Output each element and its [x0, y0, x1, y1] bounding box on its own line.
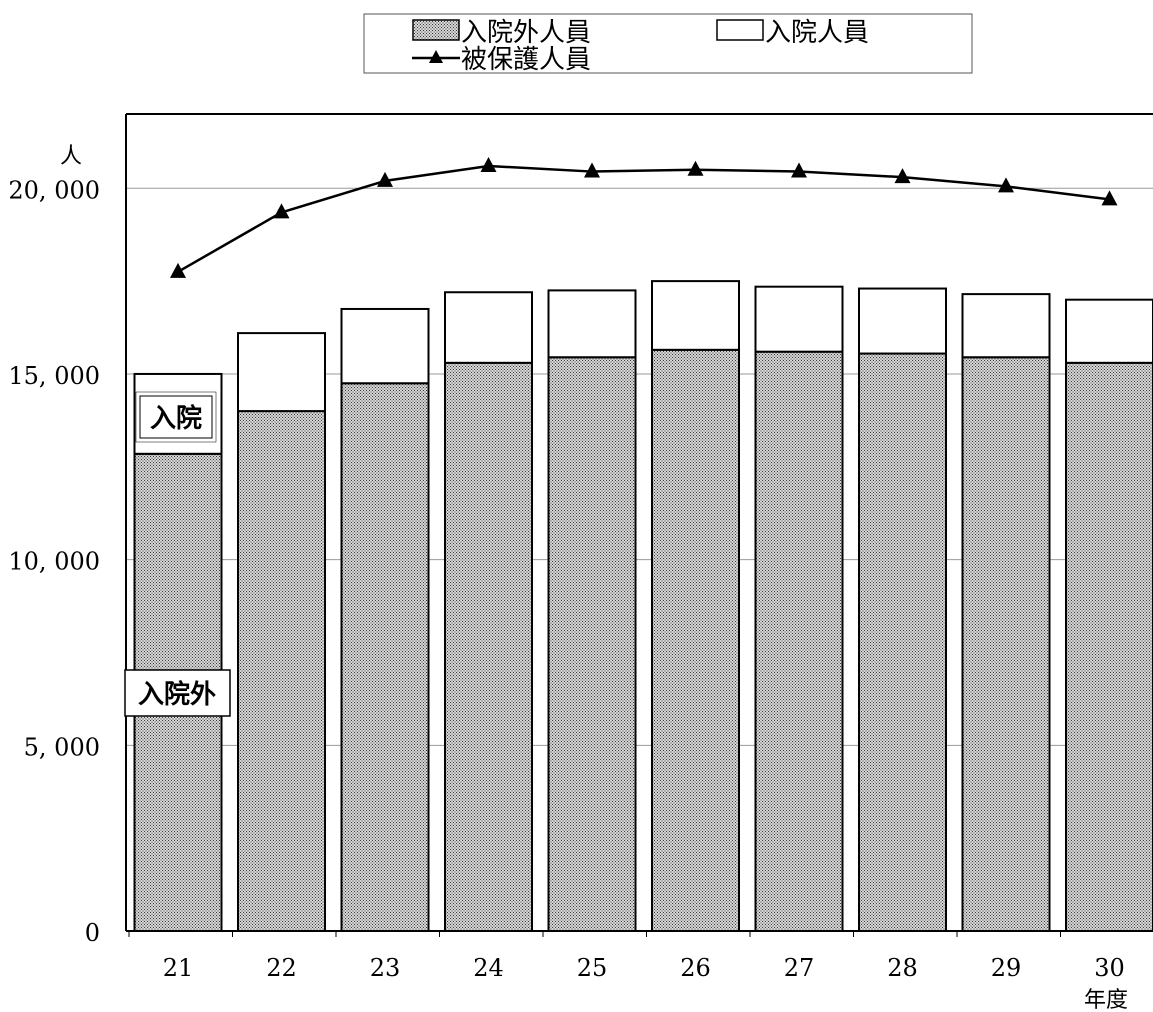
x-tick-label: 27	[784, 954, 815, 982]
annotation-inpatient: 入院	[135, 391, 217, 443]
x-tick-label: 28	[887, 954, 918, 982]
x-tick-label: 24	[473, 954, 504, 982]
y-tick-label: 0	[85, 919, 100, 947]
bar-inpatient-28	[858, 287, 947, 355]
bar-inpatient-26	[651, 280, 740, 351]
x-tick-label: 21	[163, 954, 194, 982]
marker-protected-27	[791, 162, 807, 178]
x-tick-label: 26	[680, 954, 711, 982]
annotation-frame	[135, 391, 217, 443]
bar-outpatient-27	[754, 350, 844, 932]
bar-outpatient-24	[444, 361, 533, 932]
legend-label-protected: 被保護人員	[461, 45, 591, 75]
x-tick-label: 25	[577, 954, 608, 982]
legend-box	[363, 13, 973, 74]
labels: 0 5, 000 10, 000 15, 000 20, 000 人 21 22 23 24 25 2…	[8, 144, 1128, 1012]
bar-outpatient-23	[340, 382, 430, 932]
annotation-text: 入院外	[138, 679, 216, 710]
marker-protected-30	[1101, 190, 1118, 206]
x-tick-label: 22	[266, 954, 297, 982]
marker-protected-25	[584, 162, 600, 178]
bar-outpatient-30	[1065, 361, 1153, 932]
y-axis-label: 人	[60, 144, 82, 169]
annotation-box	[139, 395, 213, 439]
y-tick-label: 20, 000	[8, 176, 100, 204]
bar-inpatient-27	[754, 285, 844, 353]
axes	[125, 113, 1153, 937]
marker-protected-22	[273, 203, 290, 219]
bar-outpatient-25	[547, 356, 637, 933]
legend-marker-triangle	[429, 50, 443, 63]
x-axis-label: 年度	[1084, 988, 1128, 1012]
x-tick-label: 29	[991, 954, 1022, 982]
bar-inpatient-25	[547, 289, 637, 359]
bars	[133, 280, 1153, 933]
line-protected-persons	[177, 164, 1110, 273]
bar-outpatient-29	[961, 356, 1051, 933]
marker-protected-26	[687, 160, 704, 176]
annotation-box	[124, 669, 231, 717]
marker-protected-28	[894, 168, 911, 184]
bar-inpatient-24	[444, 291, 533, 364]
y-tick-label: 10, 000	[8, 548, 100, 576]
bar-inpatient-22	[237, 332, 326, 413]
bar-outpatient-28	[858, 352, 947, 932]
marker-protected-23	[377, 171, 393, 187]
x-tick-label: 30	[1094, 954, 1125, 982]
legend-swatch-outpatient	[412, 19, 460, 41]
legend-label-inpatient: 入院人員	[765, 18, 869, 48]
annotation-text: 入院	[150, 403, 202, 434]
marker-protected-24	[480, 156, 497, 172]
x-tick-label: 23	[370, 954, 401, 982]
bar-inpatient-30	[1065, 298, 1153, 364]
legend-swatch-inpatient	[716, 19, 764, 41]
line-series	[170, 156, 1118, 278]
bar-outpatient-26	[651, 348, 740, 932]
y-tick-label: 5, 000	[24, 733, 100, 761]
bar-inpatient-29	[961, 293, 1051, 359]
bar-inpatient-23	[340, 307, 430, 385]
bar-outpatient-22	[237, 410, 326, 933]
y-tick-label: 15, 000	[8, 362, 100, 390]
marker-protected-29	[998, 177, 1014, 193]
marker-protected-21	[170, 262, 186, 278]
annotation-outpatient: 入院外	[124, 669, 231, 717]
legend-label-outpatient: 入院外人員	[461, 18, 591, 48]
